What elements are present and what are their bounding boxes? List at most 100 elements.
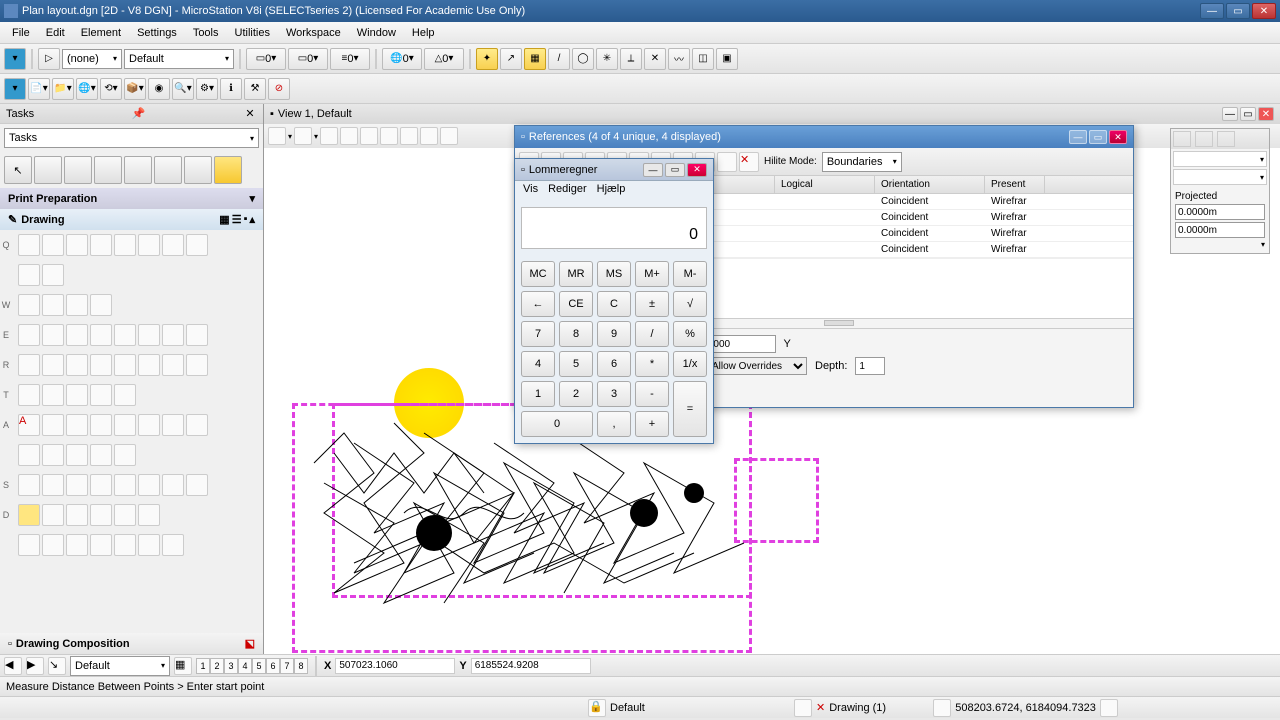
view-num-5[interactable]: 5 bbox=[252, 658, 266, 674]
calc-mplus[interactable]: M+ bbox=[635, 261, 669, 287]
view-close[interactable]: ✕ bbox=[1258, 107, 1274, 121]
maximize-button[interactable]: ▭ bbox=[1226, 3, 1250, 19]
weight-1[interactable]: ▭ 0 ▾ bbox=[288, 48, 328, 70]
menu-help[interactable]: Help bbox=[404, 24, 443, 42]
lb-1[interactable] bbox=[34, 156, 62, 184]
save-button[interactable]: 📁▾ bbox=[52, 78, 74, 100]
cut-button[interactable]: ◉ bbox=[148, 78, 170, 100]
sb2-a[interactable] bbox=[794, 699, 812, 717]
calc-0[interactable]: 0 bbox=[521, 411, 593, 437]
refs-min[interactable]: — bbox=[1069, 130, 1087, 144]
view-num-6[interactable]: 6 bbox=[266, 658, 280, 674]
calc-ce[interactable]: CE bbox=[559, 291, 593, 317]
calc-sqrt[interactable]: √ bbox=[673, 291, 707, 317]
calc-title[interactable]: ▫Lommeregner — ▭ ✕ bbox=[515, 159, 713, 181]
vbtn-3[interactable] bbox=[320, 127, 338, 145]
sb2-b[interactable] bbox=[933, 699, 951, 717]
calc-4[interactable]: 4 bbox=[521, 351, 555, 377]
calc-max[interactable]: ▭ bbox=[665, 163, 685, 177]
tool-a[interactable]: ✦ bbox=[476, 48, 498, 70]
level-combo[interactable]: Default▾ bbox=[124, 49, 234, 69]
calc-9[interactable]: 9 bbox=[597, 321, 631, 347]
sb-back[interactable]: ◀ bbox=[4, 657, 22, 675]
tool-f[interactable]: ✳ bbox=[596, 48, 618, 70]
depth-input[interactable] bbox=[855, 357, 885, 375]
undo-button[interactable]: ⟲▾ bbox=[100, 78, 122, 100]
style-combo[interactable]: (none)▾ bbox=[62, 49, 122, 69]
view-min[interactable]: — bbox=[1222, 107, 1238, 121]
calc-6[interactable]: 6 bbox=[597, 351, 631, 377]
lb-6[interactable] bbox=[184, 156, 212, 184]
view-num-4[interactable]: 4 bbox=[238, 658, 252, 674]
tool-d[interactable]: / bbox=[548, 48, 570, 70]
lb-2[interactable] bbox=[64, 156, 92, 184]
vbtn-7[interactable] bbox=[400, 127, 418, 145]
x-input[interactable] bbox=[335, 658, 455, 674]
view-num-1[interactable]: 1 bbox=[196, 658, 210, 674]
arrow-icon[interactable]: ↖ bbox=[4, 156, 32, 184]
open-button[interactable]: 📄▾ bbox=[28, 78, 50, 100]
calc-mminus[interactable]: M- bbox=[673, 261, 707, 287]
info-button[interactable]: ℹ bbox=[220, 78, 242, 100]
redo-button[interactable]: 📦▾ bbox=[124, 78, 146, 100]
calc-sub[interactable]: - bbox=[635, 381, 669, 407]
calc-div[interactable]: / bbox=[635, 321, 669, 347]
print-button[interactable]: 🌐▾ bbox=[76, 78, 98, 100]
menu-workspace[interactable]: Workspace bbox=[278, 24, 349, 42]
menu-file[interactable]: File bbox=[4, 24, 38, 42]
calc-back[interactable]: ← bbox=[521, 291, 555, 317]
tool-b[interactable]: ↗ bbox=[500, 48, 522, 70]
lb-7[interactable] bbox=[214, 156, 242, 184]
vbtn-5[interactable] bbox=[360, 127, 378, 145]
view-num-3[interactable]: 3 bbox=[224, 658, 238, 674]
tasks-pin-icon[interactable]: 📌 bbox=[132, 107, 146, 120]
lock-icon[interactable]: 🔒 bbox=[588, 699, 606, 717]
view-list-icon[interactable]: ☰ bbox=[232, 213, 242, 226]
tool-y[interactable]: ⊘ bbox=[268, 78, 290, 100]
play-button[interactable]: ▷ bbox=[38, 48, 60, 70]
copy-button[interactable]: 🔍▾ bbox=[172, 78, 194, 100]
refs-max[interactable]: ▭ bbox=[1089, 130, 1107, 144]
view-num-8[interactable]: 8 bbox=[294, 658, 308, 674]
view-grid-icon[interactable]: ▦ bbox=[219, 213, 229, 226]
vbtn-8[interactable] bbox=[420, 127, 438, 145]
tool-g[interactable]: ⟂ bbox=[620, 48, 642, 70]
close-button[interactable]: ✕ bbox=[1252, 3, 1276, 19]
calc-8[interactable]: 8 bbox=[559, 321, 593, 347]
references-title[interactable]: ▫References (4 of 4 unique, 4 displayed)… bbox=[515, 126, 1133, 148]
rp-btn-1[interactable] bbox=[1173, 131, 1191, 147]
minimize-button[interactable]: — bbox=[1200, 3, 1224, 19]
lb-4[interactable] bbox=[124, 156, 152, 184]
weight-2[interactable]: ≡ 0 ▾ bbox=[330, 48, 370, 70]
col-present[interactable]: Present bbox=[985, 176, 1045, 193]
vbtn-2[interactable] bbox=[294, 127, 312, 145]
rp-btn-2[interactable] bbox=[1195, 131, 1213, 147]
calc-mc[interactable]: MC bbox=[521, 261, 555, 287]
menu-element[interactable]: Element bbox=[73, 24, 129, 42]
menu-utilities[interactable]: Utilities bbox=[227, 24, 278, 42]
sb-x[interactable]: ↘ bbox=[48, 657, 66, 675]
vbtn-6[interactable] bbox=[380, 127, 398, 145]
view-num-7[interactable]: 7 bbox=[280, 658, 294, 674]
calc-min[interactable]: — bbox=[643, 163, 663, 177]
calc-menu-help[interactable]: Hjælp bbox=[597, 183, 626, 199]
tasks-close[interactable]: ✕ bbox=[243, 107, 257, 121]
weight-0[interactable]: ▭ 0 ▾ bbox=[246, 48, 286, 70]
calc-c[interactable]: C bbox=[597, 291, 631, 317]
rp-btn-3[interactable] bbox=[1217, 131, 1235, 147]
overrides-select[interactable]: Allow Overrides bbox=[707, 357, 807, 375]
tool-e[interactable]: ◯ bbox=[572, 48, 594, 70]
view-num-2[interactable]: 2 bbox=[210, 658, 224, 674]
calc-1[interactable]: 1 bbox=[521, 381, 555, 407]
menu-window[interactable]: Window bbox=[349, 24, 404, 42]
new-button[interactable]: ▾ bbox=[4, 78, 26, 100]
menu-settings[interactable]: Settings bbox=[129, 24, 185, 42]
calc-comma[interactable]: , bbox=[597, 411, 631, 437]
menu-edit[interactable]: Edit bbox=[38, 24, 73, 42]
calc-menu-rediger[interactable]: Rediger bbox=[548, 183, 587, 199]
y-input[interactable] bbox=[471, 658, 591, 674]
globe-button[interactable]: 🌐 0 ▾ bbox=[382, 48, 422, 70]
calc-pct[interactable]: % bbox=[673, 321, 707, 347]
calc-eq[interactable]: = bbox=[673, 381, 707, 437]
color-button[interactable]: ▾ bbox=[4, 48, 26, 70]
